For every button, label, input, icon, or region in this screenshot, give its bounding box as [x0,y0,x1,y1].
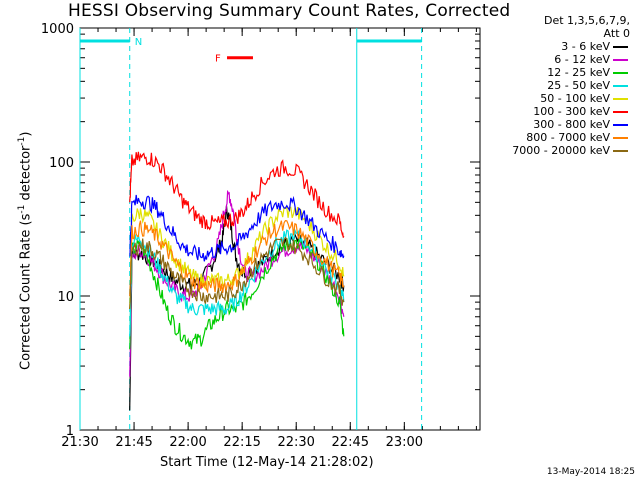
y-axis-label: Corrected Count Rate (s-1 detector-1) [17,132,33,370]
plot-frame [79,27,481,431]
legend-swatch [613,98,628,100]
flare-label: F [215,54,221,65]
x-tick-label: 22:30 [277,435,314,450]
y-axis-label-sup: -1 [17,136,27,146]
legend-item-25-50: 25 - 50 keV [486,79,632,92]
legend-label: 300 - 800 keV [533,118,610,131]
y-axis-label-part: Corrected Count Rate (s [18,213,34,370]
legend-swatch [613,59,628,61]
legend-item-100-300: 100 - 300 keV [486,105,632,118]
night-label: N [135,37,142,48]
series-line [129,236,345,310]
y-tick-label: 10 [57,290,74,305]
legend-item-7000-20000: 7000 - 20000 keV [486,144,632,157]
x-tick-label: 21:45 [115,435,152,450]
legend-item-12-25: 12 - 25 keV [486,66,632,79]
y-axis-label-part: ) [18,131,34,137]
legend-item-800-7000: 800 - 7000 keV [486,131,632,144]
legend-label: 100 - 300 keV [533,105,610,118]
legend-header: Det 1,3,5,6,7,9, Att 0 [544,14,630,40]
legend-item-50-100: 50 - 100 keV [486,92,632,105]
legend-label: 3 - 6 keV [561,40,610,53]
y-tick-label: 1 [66,424,74,439]
x-axis-label: Start Time (12-May-14 21:28:02) [160,455,374,470]
series-line [129,194,345,262]
x-tick-label: 22:00 [169,435,206,450]
legend-item-300-800: 300 - 800 keV [486,118,632,131]
x-tick-label: 21:30 [61,435,98,450]
legend-item-3-6: 3 - 6 keV [486,40,632,53]
legend-header-line-1: Det 1,3,5,6,7,9, [543,14,630,27]
legend-label: 50 - 100 keV [540,92,610,105]
x-tick-label: 22:15 [223,435,260,450]
legend-label: 25 - 50 keV [547,79,610,92]
footer-timestamp: 13-May-2014 18:25 [546,467,635,477]
legend-label: 800 - 7000 keV [526,131,610,144]
legend-header-line-2: Att 0 [603,27,630,40]
legend-label: 12 - 25 keV [547,66,610,79]
legend-label: 6 - 12 keV [554,53,610,66]
legend-swatch [613,137,628,139]
legend-swatch [613,111,628,113]
legend-swatch [613,72,628,74]
series-line [129,151,345,238]
series-line [129,227,345,337]
y-axis-label-sup: -1 [17,204,27,214]
legend-swatch [613,124,628,126]
series-line [129,219,345,297]
legend-label: 7000 - 20000 keV [512,144,610,157]
legend-item-6-12: 6 - 12 keV [486,53,632,66]
y-tick-label: 100 [49,156,74,171]
legend-swatch [613,85,628,87]
x-tick-label: 22:45 [332,435,369,450]
legend-swatch [613,46,628,48]
x-tick-label: 23:00 [386,435,423,450]
legend-swatch [613,150,628,152]
y-tick-label: 1000 [41,22,74,37]
y-axis-label-part: detector [18,145,34,205]
legend: 3 - 6 keV 6 - 12 keV 12 - 25 keV 25 - 50… [486,40,632,157]
chart-title: HESSI Observing Summary Count Rates, Cor… [68,1,511,21]
